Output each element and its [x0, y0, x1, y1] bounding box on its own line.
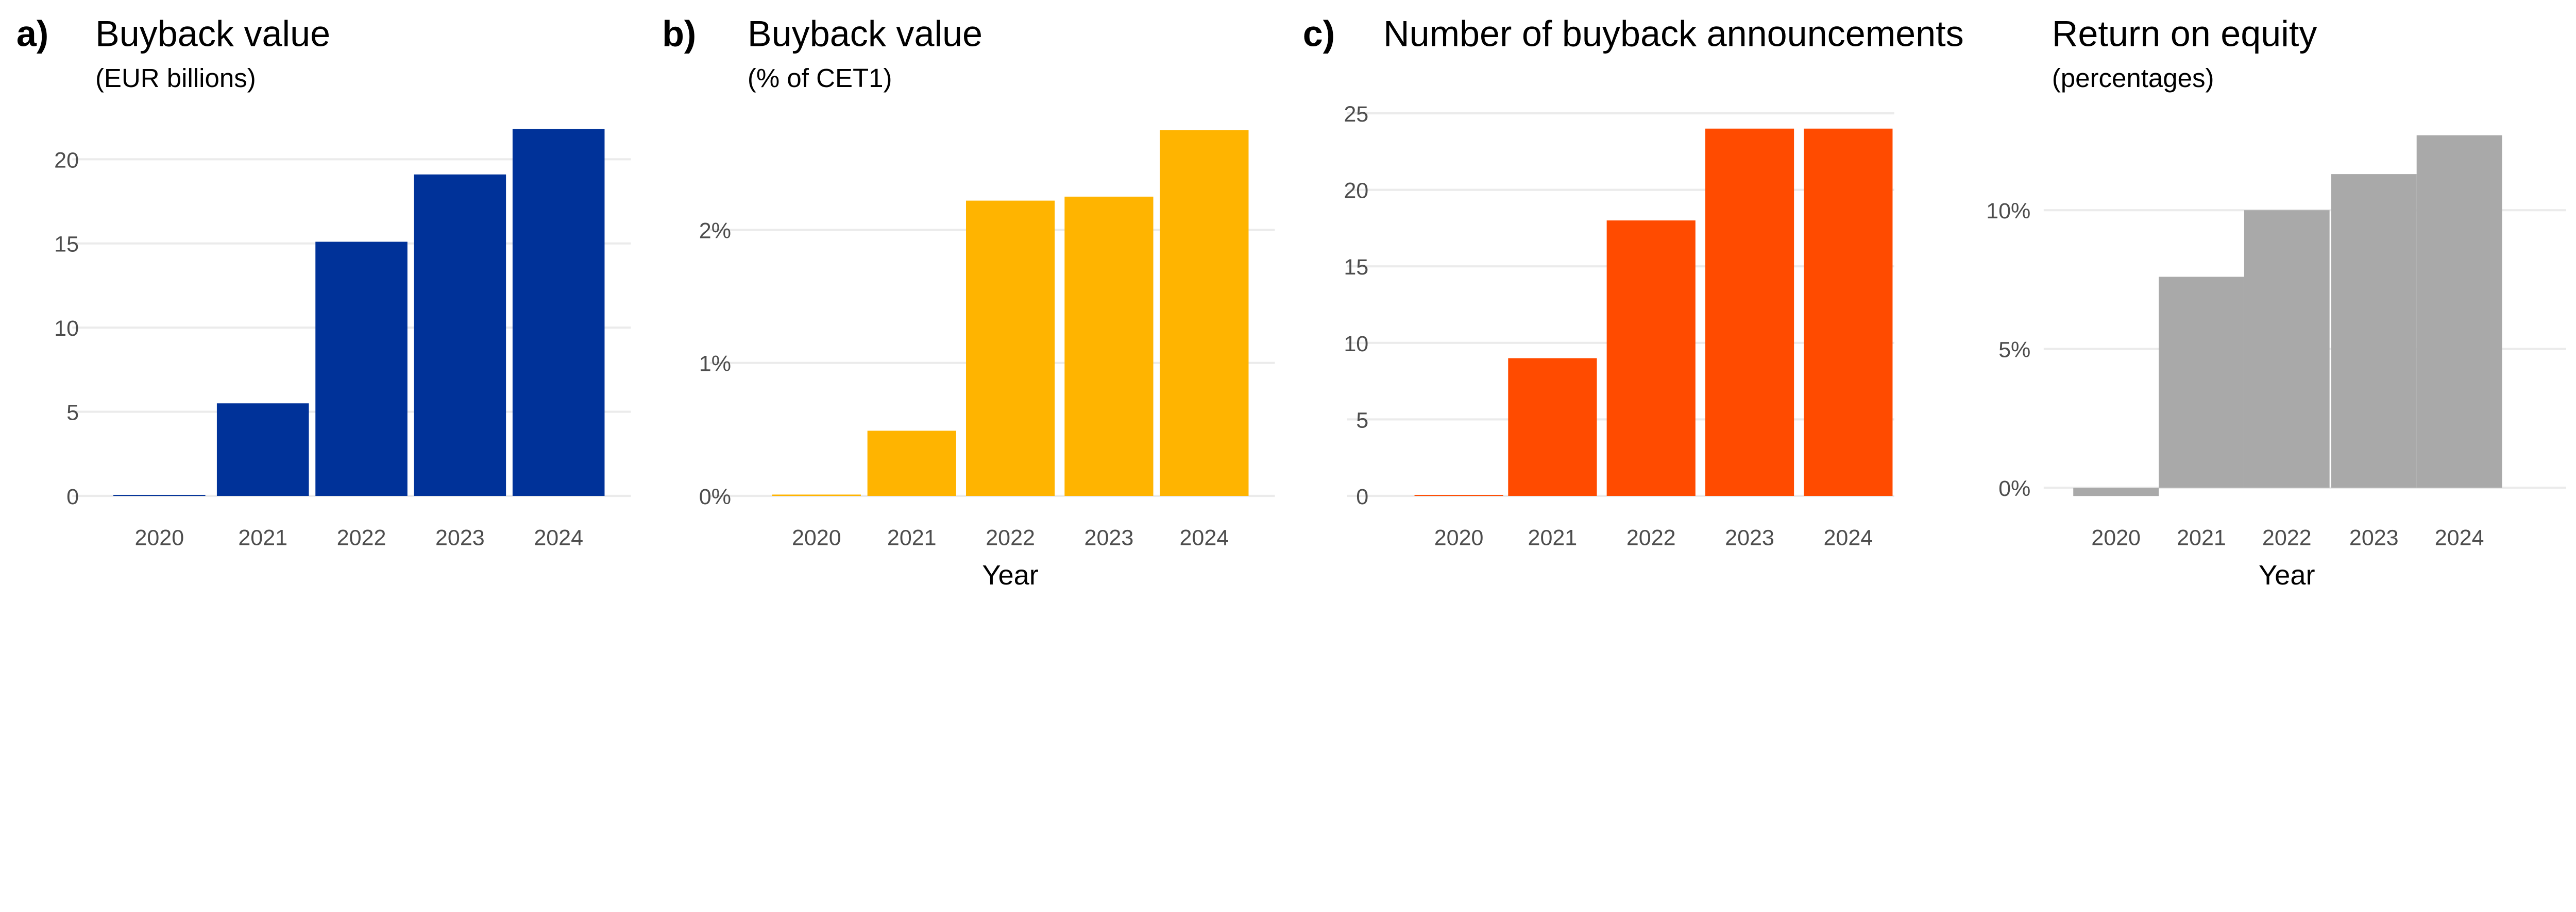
- chart-title: Return on equity: [2052, 13, 2317, 54]
- chart-title: Number of buyback announcements: [1383, 13, 1964, 54]
- y-tick-label: 5: [66, 401, 79, 425]
- bar-2023: [414, 174, 506, 496]
- x-tick-label: 2023: [1725, 526, 1774, 550]
- bar-2020: [772, 494, 861, 496]
- chart-subtitle: (% of CET1): [748, 63, 892, 93]
- bar-2024: [1160, 130, 1249, 496]
- x-tick-label: 2021: [887, 526, 937, 550]
- bar-2022: [965, 200, 1055, 496]
- y-tick-label: 20: [54, 148, 79, 173]
- y-tick-label: 20: [1344, 179, 1368, 203]
- x-tick-label: 2024: [1823, 526, 1873, 550]
- bar-2022: [1606, 220, 1696, 496]
- x-tick-label: 2022: [1626, 526, 1676, 550]
- bar-2023: [2331, 174, 2417, 488]
- x-tick-label: 2023: [2349, 526, 2399, 550]
- x-axis-label: Year: [2259, 560, 2315, 591]
- x-tick-label: 2020: [2091, 526, 2141, 550]
- y-tick-label: 0: [1356, 485, 1368, 509]
- y-tick-label: 5: [1356, 408, 1368, 433]
- y-tick-label: 10: [54, 316, 79, 341]
- panel-label: a): [16, 13, 48, 54]
- y-tick-label: 0%: [699, 485, 731, 509]
- x-tick-label: 2020: [1434, 526, 1484, 550]
- x-tick-label: 2022: [2262, 526, 2312, 550]
- panel-1: a) Buyback value(EUR billions)05101520202…: [16, 13, 631, 550]
- y-tick-label: 5%: [1998, 338, 2030, 363]
- panel-label: b): [662, 13, 696, 54]
- bar-2024: [512, 129, 605, 496]
- chart-subtitle: (percentages): [2052, 63, 2214, 93]
- y-tick-label: 10%: [1986, 199, 2030, 223]
- bar-2022: [315, 242, 408, 496]
- x-tick-label: 2020: [792, 526, 841, 550]
- chart-subtitle: (EUR billions): [95, 63, 256, 93]
- bar-2023: [1064, 196, 1154, 496]
- y-tick-label: 10: [1344, 332, 1368, 356]
- x-axis-label: Year: [982, 560, 1039, 591]
- x-tick-label: 2023: [435, 526, 485, 550]
- x-tick-label: 2024: [534, 526, 583, 550]
- y-tick-label: 15: [1344, 255, 1368, 280]
- bar-2022: [2244, 210, 2330, 488]
- x-tick-label: 2022: [986, 526, 1035, 550]
- bar-2023: [1705, 128, 1794, 496]
- figure: a) Buyback value(EUR billions)05101520202…: [16, 13, 2566, 591]
- x-tick-label: 2022: [337, 526, 386, 550]
- panel-label: c): [1303, 13, 1335, 54]
- chart-title: Buyback value: [748, 13, 982, 54]
- y-tick-label: 15: [54, 232, 79, 257]
- bar-2024: [2416, 135, 2502, 488]
- bar-2024: [1804, 128, 1893, 496]
- bar-2020: [1414, 495, 1503, 496]
- chart-title: Buyback value: [95, 13, 330, 54]
- y-tick-label: 0: [66, 485, 79, 509]
- x-tick-label: 2021: [238, 526, 287, 550]
- y-tick-label: 0%: [1998, 476, 2030, 501]
- x-tick-label: 2023: [1084, 526, 1134, 550]
- x-tick-label: 2024: [1180, 526, 1229, 550]
- bar-2021: [2159, 277, 2244, 488]
- y-tick-label: 1%: [699, 352, 731, 376]
- y-tick-label: 2%: [699, 218, 731, 243]
- x-tick-label: 2021: [1528, 526, 1578, 550]
- y-tick-label: 25: [1344, 102, 1368, 127]
- bar-2021: [1508, 358, 1597, 496]
- panel-2: b) Buyback value (% of CET1) 0% 1% 2% 2020 2021…: [662, 13, 1275, 591]
- bar-2020: [113, 495, 206, 496]
- bar-2021: [216, 403, 309, 496]
- bar-2020: [2073, 488, 2159, 496]
- panel-3: c) Number of buyback announcements 0 5 10 15 2…: [1303, 13, 1964, 550]
- figure-container: a) Buyback value (EUR billions) 0 5 10 15 20 202…: [16, 13, 2566, 591]
- bar-2021: [867, 431, 956, 496]
- x-tick-label: 2020: [134, 526, 184, 550]
- x-tick-label: 2024: [2435, 526, 2484, 550]
- panel-4: Return on equity (percentages) 0% 5% 10% 2020…: [1986, 13, 2566, 591]
- x-tick-label: 2021: [2177, 526, 2226, 550]
